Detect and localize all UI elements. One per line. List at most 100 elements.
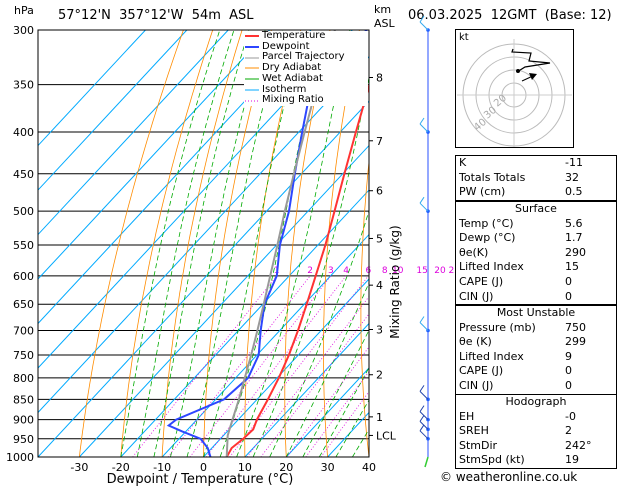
legend-item: Isotherm: [244, 83, 368, 96]
most-unstable-label: θe (K): [459, 335, 492, 349]
dry-adiabat-line: [322, 30, 360, 457]
wind-barb: [419, 316, 429, 331]
most-unstable-value: 299: [565, 335, 586, 349]
hodograph-param-value: 19: [565, 453, 579, 467]
wind-barb-feather: [419, 15, 425, 23]
km-tick-label: LCL: [376, 429, 397, 442]
temperature-tick-label: 40: [362, 461, 376, 474]
surface-row: Lifted Index 15: [456, 260, 616, 275]
legend-label: Dewpoint: [262, 40, 310, 52]
hodograph: kt 40 30 20: [455, 29, 574, 148]
isotherm-line: [38, 30, 270, 280]
most-unstable-row: CAPE (J) 0: [456, 364, 616, 379]
wet-adiabat-line: [285, 281, 369, 457]
hodograph-param-label: SREH: [459, 424, 489, 438]
asl-label: ASL: [374, 17, 395, 30]
isotherm-line: [38, 30, 146, 147]
surface-row: Temp (°C) 5.6: [456, 217, 616, 232]
hodograph-arrow-head: [529, 73, 537, 80]
most-unstable-value: 0: [565, 364, 572, 378]
legend-label: Temperature: [262, 30, 326, 41]
hodograph-kt-label: kt: [459, 32, 469, 43]
isotherm-line: [38, 30, 229, 236]
km-tick-label: 4: [376, 279, 383, 292]
km-tick-label: 6: [376, 185, 383, 198]
mixing-ratio-line: [167, 275, 311, 457]
legend-label: Isotherm: [262, 83, 307, 95]
index-row: K -11: [456, 156, 616, 171]
dry-adiabat-line: [161, 30, 243, 457]
mixing-ratio-line: [229, 275, 369, 457]
hodograph-param-row: StmSpd (kt) 19: [456, 453, 616, 468]
hodograph-storm-motion-point: [516, 69, 520, 73]
temperature-tick-label: 30: [321, 461, 335, 474]
dry-adiabat-line: [79, 30, 184, 457]
plot-frame: [37, 29, 370, 458]
hodograph-param-label: EH: [459, 409, 475, 423]
surface-label: Temp (°C): [459, 216, 514, 230]
wind-barb: [419, 117, 429, 133]
surface-value: 5.6: [565, 216, 583, 230]
legend-swatch: [245, 89, 259, 91]
most-unstable-title: Most Unstable: [496, 306, 576, 319]
most-unstable-value: 750: [565, 320, 586, 334]
legend-label: Mixing Ratio: [262, 94, 324, 106]
legend-item: Temperature: [244, 30, 368, 42]
pressure-tick-label: 800: [13, 372, 34, 385]
legend-swatch: [245, 67, 259, 69]
legend-item: Mixing Ratio: [244, 95, 368, 106]
legend-label: Dry Adiabat: [262, 62, 322, 74]
temperature-tick-label: 20: [279, 461, 293, 474]
wet-adiabat-line: [186, 30, 284, 457]
copyright-footer: © weatheronline.co.uk: [440, 470, 578, 484]
wet-adiabat-line: [335, 399, 369, 457]
index-label: K: [459, 156, 467, 169]
wet-adiabat-line: [120, 30, 221, 457]
surface-label: Dewp (°C): [459, 231, 516, 245]
km-tick-label: 3: [376, 323, 383, 336]
mixing-ratio-label: 3: [328, 266, 334, 276]
surface-row: CIN (J) 0: [456, 290, 616, 305]
wind-barb: [419, 196, 429, 212]
pressure-tick-label: 300: [13, 24, 34, 37]
most-unstable-label: Pressure (mb): [459, 320, 536, 334]
hodograph-table-title: Hodograph: [505, 395, 567, 408]
dry-adiabat-line: [120, 30, 214, 457]
legend-label: Parcel Trajectory: [262, 51, 345, 63]
mixing-ratio-line: [246, 295, 369, 457]
wind-barb: [419, 15, 429, 31]
most-unstable-label: Lifted Index: [459, 349, 524, 363]
legend-item: Dry Adiabat: [244, 62, 368, 74]
temperature-tick-label: 0: [200, 461, 207, 474]
legend-swatch: [245, 78, 259, 80]
index-label: Totals Totals: [459, 170, 526, 184]
wind-barb-staff: [419, 391, 429, 400]
mixing-ratio-label: 20: [434, 266, 446, 276]
pressure-tick-label: 350: [13, 79, 34, 92]
km-tick-label: 2: [376, 369, 383, 382]
surface-row: Dewp (°C) 1.7: [456, 231, 616, 246]
index-value: 32: [565, 170, 579, 184]
location-title: 57°12'N 357°12'W 54m ASL: [58, 8, 254, 23]
most-unstable-row: θe (K) 299: [456, 335, 616, 350]
legend-swatch: [245, 57, 259, 59]
pressure-tick-label: 850: [13, 393, 34, 406]
index-value: -11: [565, 156, 583, 169]
legend-swatch: [245, 100, 259, 102]
wet-adiabat-line: [236, 30, 351, 457]
wind-barb-feather: [419, 316, 425, 323]
mixing-ratio-label: 25: [448, 266, 459, 276]
indices-table: K -11 Totals Totals 32 PW (cm) 0.5: [455, 155, 617, 201]
datetime-label: 06.03.2025 12GMT (Base: 12): [408, 8, 612, 23]
pressure-tick-label: 700: [13, 325, 34, 338]
dry-adiabat-line: [360, 158, 369, 457]
parcel-trajectory-line: [225, 30, 336, 457]
hodograph-param-label: StmSpd (kt): [459, 453, 525, 467]
mixing-ratio-label: 15: [416, 266, 427, 276]
temperature-tick-label: -30: [70, 461, 88, 474]
mixing-ratio-line: [189, 275, 332, 457]
surface-label: Lifted Index: [459, 260, 524, 274]
hodograph-table: Hodograph EH -0 SREH 2 StmDir 242° StmSpd (kt)…: [455, 394, 617, 469]
wet-adiabat-line: [318, 366, 369, 457]
